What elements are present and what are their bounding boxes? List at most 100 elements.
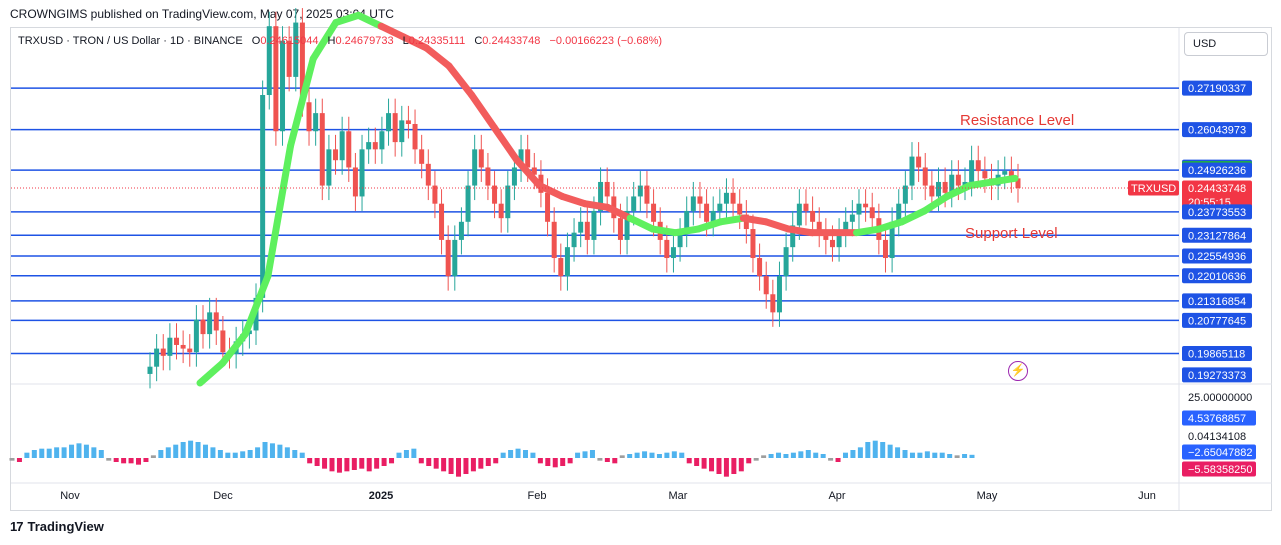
oscillator-label: −2.65047882 [1182, 444, 1256, 460]
histogram-bar [932, 452, 938, 458]
candle [333, 134, 339, 175]
lightning-icon[interactable]: ⚡ [1008, 361, 1028, 381]
price-label: 0.21316854 [1182, 293, 1252, 309]
candle-body [505, 185, 511, 219]
histogram-bar [106, 458, 112, 461]
candle [783, 232, 789, 291]
candle-body [333, 149, 339, 161]
moving-average-segment [966, 178, 996, 190]
candle [147, 352, 153, 389]
candle [405, 105, 411, 139]
candle [637, 171, 643, 211]
candle-body [1002, 171, 1008, 175]
candle [723, 178, 729, 219]
price-label-bg [1182, 312, 1252, 328]
histogram-bar [113, 458, 119, 462]
resistance-annotation: Resistance Level [960, 112, 1075, 129]
histogram-bar [686, 458, 692, 464]
moving-average-segment [694, 218, 725, 233]
histogram-bar [857, 447, 863, 458]
histogram-bar [790, 452, 796, 458]
price-label-bg [1182, 80, 1252, 96]
oscillator-label: 25.00000000 [1188, 392, 1252, 404]
histogram-bar [188, 440, 194, 458]
tv-logo-icon: 17 [10, 519, 24, 534]
candle-body [432, 185, 438, 204]
price-label: 0.26043973 [1182, 122, 1252, 138]
candle [697, 181, 703, 219]
histogram-bar [61, 447, 67, 458]
candle [604, 167, 610, 211]
candle-body [167, 337, 173, 356]
histogram-bar [872, 440, 878, 458]
candle-body [816, 221, 822, 233]
candle [843, 207, 849, 248]
candle-body [690, 196, 696, 211]
candle [306, 87, 312, 146]
moving-average-segment [354, 11, 385, 30]
histogram-bar [842, 452, 848, 458]
candle [366, 127, 372, 164]
candle [392, 98, 398, 157]
moving-average-segment [604, 203, 634, 222]
candle [816, 207, 822, 248]
candle-body [982, 171, 988, 179]
histogram-bar [656, 454, 662, 458]
x-tick-label: Mar [669, 490, 688, 502]
candle-body [266, 26, 272, 96]
candle-body [763, 276, 769, 295]
publish-caption: CROWNGIMS published on TradingView.com, … [10, 7, 394, 21]
moving-average-segment [241, 272, 272, 338]
candle [882, 225, 888, 273]
candle-body [836, 232, 842, 248]
candle-body [617, 218, 623, 240]
moving-average-segment [988, 174, 1019, 186]
moving-average-segment [445, 62, 476, 99]
histogram-bar [805, 450, 811, 458]
histogram-bar [470, 458, 476, 472]
histogram-bar [180, 442, 186, 458]
histogram-bar [731, 458, 737, 474]
candle-body [962, 181, 968, 186]
candle [823, 218, 829, 255]
histogram-bar [158, 450, 164, 458]
candle [505, 171, 511, 233]
price-label: 0.20777645 [1182, 312, 1252, 328]
legend-low-value: 0.24335111 [408, 35, 466, 47]
candle [167, 323, 173, 371]
histogram-bar [76, 443, 82, 458]
candle [790, 210, 796, 262]
legend-symbol[interactable]: TRXUSD · TRON / US Dollar · 1D · BINANCE [18, 35, 243, 47]
currency-selector[interactable]: USD [1184, 32, 1268, 56]
candle-body [909, 156, 915, 186]
legend-open-label: O [251, 35, 261, 47]
histogram-bar [768, 454, 774, 458]
last-price-tag-text: TRXUSD [1131, 183, 1176, 195]
candle [949, 160, 955, 208]
oscillator-label-text: −5.58358250 [1188, 464, 1253, 476]
candle-body [717, 203, 723, 211]
histogram-bar [887, 444, 893, 458]
candle-body [889, 221, 895, 259]
candle-body [723, 192, 729, 204]
candle-body [942, 181, 948, 193]
candle-body [564, 247, 570, 277]
candle [154, 334, 160, 382]
candle [458, 207, 464, 255]
histogram-bar [389, 458, 395, 464]
candle-body [843, 221, 849, 233]
price-label-bg [1182, 204, 1252, 220]
moving-average-segment [785, 225, 815, 237]
candle [174, 323, 180, 360]
histogram-bar [463, 458, 469, 474]
candle-body [664, 239, 670, 259]
moving-average-segment [219, 330, 249, 367]
histogram-bar [381, 458, 387, 466]
legend-close-label: C [474, 35, 483, 47]
candle-body [492, 185, 498, 204]
x-tick-label: Nov [60, 490, 80, 502]
candle-body [273, 26, 279, 132]
price-label: 0.24926236 [1182, 162, 1252, 178]
histogram-bar [225, 452, 231, 458]
